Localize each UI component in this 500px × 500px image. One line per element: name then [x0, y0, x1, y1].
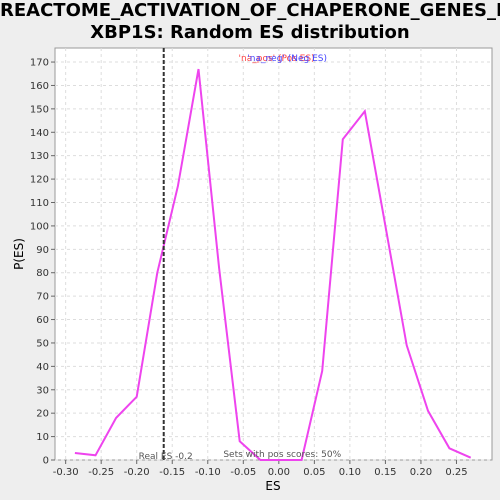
legend-pos-entry: 'na_pos' (Pos ES) [239, 54, 315, 64]
x-tick-label: -0.20 [124, 467, 150, 478]
x-axis: -0.30 -0.25 -0.20 -0.15 -0.10 -0.05 0.00 0.05 0.… [53, 460, 468, 478]
chart-title-line2: XBP1S: Random ES distribution [90, 22, 410, 43]
legend-neg-entry: 'na_neg' (Neg ES) [247, 54, 327, 64]
x-tick-label: -0.15 [159, 467, 185, 478]
y-axis-label: P(ES) [12, 238, 26, 270]
y-tick-label: 50 [36, 338, 49, 349]
y-tick-label: 80 [36, 268, 49, 279]
y-tick-label: 140 [30, 128, 49, 139]
y-tick-label: 170 [30, 58, 49, 69]
y-tick-label: 90 [36, 245, 49, 256]
chart-title: REACTOME_ACTIVATION_OF_CHAPERONE_GENES_B… [0, 0, 500, 44]
y-tick-label: 160 [30, 81, 49, 92]
x-tick-label: 0.20 [410, 467, 432, 478]
y-tick-label: 70 [36, 292, 49, 303]
y-tick-label: 130 [30, 151, 49, 162]
y-tick-label: 60 [36, 315, 49, 326]
annotations: Real ES -0.2 Sets with pos scores: 50% 'na… [139, 48, 342, 462]
series-line [74, 68, 472, 461]
y-tick-label: 40 [36, 362, 49, 373]
y-tick-label: 20 [36, 409, 49, 420]
y-tick-label: 150 [30, 104, 49, 115]
x-tick-label: -0.10 [195, 467, 221, 478]
x-tick-label: -0.25 [88, 467, 114, 478]
y-axis: 0 10 20 30 40 50 60 70 80 90 100 110 120 130 140 150 160… [30, 58, 55, 467]
y-tick-label: 120 [30, 175, 49, 186]
plot-area [54, 47, 493, 461]
chart-title-line1: REACTOME_ACTIVATION_OF_CHAPERONE_GENES_B… [0, 0, 500, 21]
x-tick-label: 0.25 [445, 467, 467, 478]
y-tick-label: 110 [30, 198, 49, 209]
x-tick-label: 0.15 [374, 467, 396, 478]
x-tick-label: -0.05 [230, 467, 256, 478]
y-tick-label: 10 [36, 432, 49, 443]
series-group [74, 68, 472, 461]
real-es-label: Real ES -0.2 [139, 452, 193, 462]
x-axis-label: ES [265, 479, 280, 493]
y-tick-label: 100 [30, 221, 49, 232]
grid [55, 48, 492, 461]
x-tick-label: -0.30 [53, 467, 79, 478]
y-tick-label: 0 [43, 456, 49, 467]
y-tick-label: 30 [36, 385, 49, 396]
x-tick-label: 0.10 [339, 467, 361, 478]
pos-scores-label: Sets with pos scores: 50% [223, 450, 341, 460]
x-tick-label: 0.00 [268, 467, 290, 478]
x-tick-label: 0.05 [303, 467, 325, 478]
